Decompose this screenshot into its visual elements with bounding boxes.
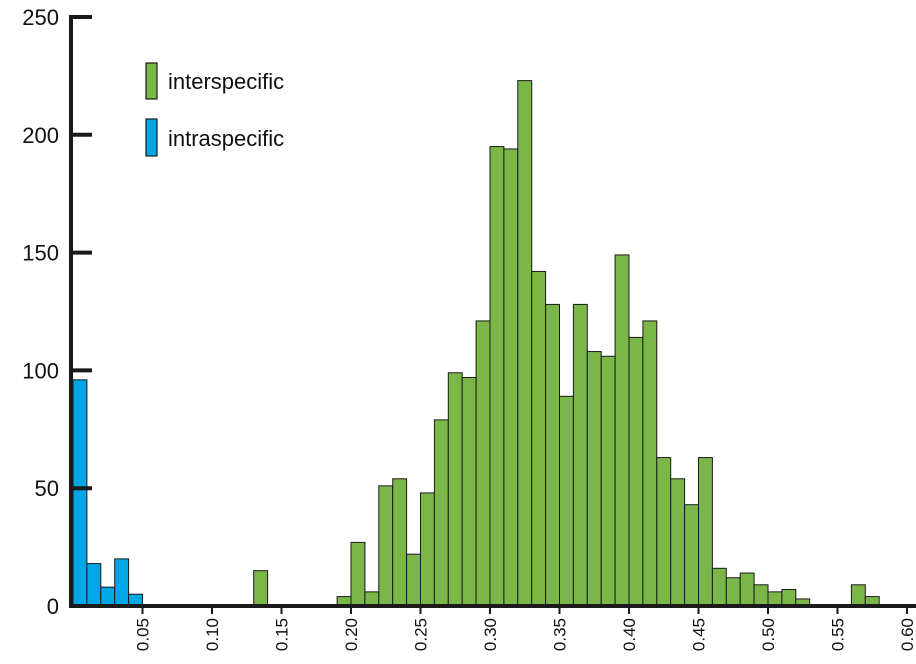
bar-interspecific [656, 457, 672, 607]
bar-interspecific [781, 589, 797, 607]
x-tick-label: 0.35 [551, 618, 570, 651]
bar-intraspecific [86, 563, 102, 607]
bar-interspecific [503, 148, 519, 607]
bar-interspecific [600, 355, 616, 607]
y-tick-label: 150 [22, 241, 59, 266]
x-tick-label: 0.60 [898, 618, 916, 651]
legend-label-intraspecific: intraspecific [168, 126, 284, 151]
bar-interspecific [420, 492, 435, 607]
bar-interspecific [670, 478, 686, 607]
bar-interspecific [447, 372, 463, 607]
legend-label-interspecific: interspecific [168, 69, 284, 94]
bar-interspecific [586, 351, 602, 607]
bar-interspecific [559, 395, 574, 607]
bars-group [72, 80, 880, 607]
bar-interspecific [739, 572, 755, 607]
x-tick-label: 0.50 [759, 618, 778, 651]
bar-interspecific [517, 80, 533, 607]
bar-interspecific [698, 457, 713, 607]
x-tick-label: 0.30 [481, 618, 500, 651]
bar-interspecific [392, 478, 408, 607]
bar-interspecific [253, 570, 269, 607]
bar-intraspecific [72, 379, 88, 607]
bar-interspecific [461, 376, 477, 607]
x-tick-label: 0.25 [412, 618, 431, 651]
y-tick-label: 100 [22, 358, 59, 383]
bar-interspecific [642, 320, 658, 607]
bar-interspecific [475, 320, 491, 607]
x-ticks-group: 0.05 0.10 0.15 0.20 0.25 0.30 0.35 0.40 0.45 0.50… [134, 606, 916, 651]
bar-interspecific [850, 584, 866, 607]
bar-interspecific [364, 591, 380, 607]
bar-interspecific [531, 270, 547, 607]
bar-interspecific [406, 553, 422, 607]
bar-intraspecific [100, 586, 116, 607]
x-tick-label: 0.45 [690, 618, 709, 651]
y-tick-label: 250 [22, 5, 59, 30]
x-tick-label: 0.20 [342, 618, 361, 651]
legend-swatch-intraspecific [145, 118, 158, 157]
legend-swatch-interspecific [145, 62, 158, 100]
y-tick-label: 0 [47, 594, 59, 619]
bar-interspecific [378, 485, 394, 607]
bar-interspecific [753, 584, 769, 607]
bar-intraspecific [114, 558, 130, 607]
bar-interspecific [433, 419, 449, 607]
axes-group [69, 15, 916, 608]
bar-interspecific [572, 303, 588, 607]
bar-interspecific [628, 336, 644, 607]
x-tick-label: 0.40 [620, 618, 639, 651]
bar-interspecific [545, 303, 560, 607]
y-ticks-group: 0 50 100 150 200 250 [22, 5, 92, 619]
bar-interspecific [725, 577, 741, 607]
x-tick-label: 0.10 [203, 618, 222, 651]
y-tick-label: 50 [35, 476, 59, 501]
x-tick-label: 0.05 [134, 618, 153, 651]
bar-interspecific [350, 541, 366, 607]
x-tick-label: 0.55 [829, 618, 848, 651]
x-tick-label: 0.15 [273, 618, 292, 651]
bar-interspecific [711, 567, 727, 607]
bar-interspecific [684, 504, 699, 607]
y-tick-label: 200 [22, 123, 59, 148]
bar-interspecific [614, 254, 630, 607]
legend: interspecific intraspecific [145, 62, 284, 157]
bar-interspecific [767, 591, 783, 607]
bar-interspecific [489, 146, 505, 607]
